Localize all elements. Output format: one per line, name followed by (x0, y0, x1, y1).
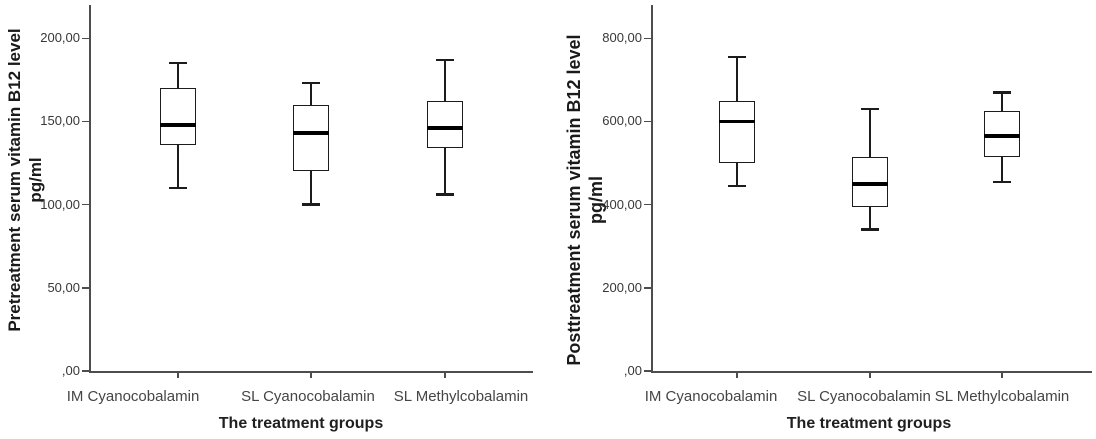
category-label-sl-methylcobalamin: SL Methylcobalamin (934, 388, 1070, 405)
category-label-im-cyanocobalamin: IM Cyanocobalamin (66, 388, 200, 405)
x-axis-line (651, 371, 1092, 373)
whisker-cap-high-im-cyanocobalamin (728, 55, 746, 59)
y-tick-label: 200,00 (602, 279, 642, 295)
whisker-cap-high-sl-cyanocobalamin (302, 81, 320, 85)
y-tick-label: 200,00 (40, 30, 80, 46)
y-axis-line (89, 5, 91, 373)
x-tick-mark (869, 372, 871, 378)
y-tick-label: 400,00 (602, 196, 642, 212)
median-im-cyanocobalamin (160, 123, 196, 127)
median-sl-cyanocobalamin (852, 182, 888, 186)
y-tick-label: 50,00 (47, 279, 80, 295)
median-sl-methylcobalamin (427, 126, 463, 130)
box-sl-cyanocobalamin (293, 104, 329, 172)
y-tick-mark (644, 287, 651, 289)
median-sl-methylcobalamin (984, 134, 1020, 138)
y-tick-mark (82, 37, 89, 40)
x-axis-title-pretreatment: The treatment groups (218, 415, 384, 432)
posttreatment-plot-area: ,00 200,00 400,00 600,00 800,00 IM Cyanocobal… (556, 0, 1096, 439)
x-axis-title-posttreatment: The treatment groups (786, 415, 952, 432)
whisker-cap-low-sl-cyanocobalamin (861, 228, 879, 231)
y-tick-label: ,00 (61, 363, 80, 378)
y-tick-mark (644, 37, 651, 40)
whisker-cap-high-sl-methylcobalamin (436, 58, 454, 62)
x-tick-mark (1001, 372, 1003, 378)
x-tick-mark (444, 372, 446, 378)
x-axis-line (89, 371, 533, 373)
y-tick-mark (82, 370, 89, 372)
pretreatment-plot-area: ,00 50,00 100,00 150,00 200,00 IM Cyanocobala… (40, 5, 533, 405)
y-tick-label: 100,00 (40, 196, 80, 212)
y-tick-mark (644, 203, 651, 206)
median-sl-cyanocobalamin (293, 131, 329, 135)
category-label-sl-cyanocobalamin: SL Cyanocobalamin (797, 388, 931, 405)
y-tick-mark (644, 120, 651, 123)
x-tick-mark (736, 372, 738, 378)
whisker-cap-high-sl-methylcobalamin (993, 91, 1011, 94)
box-sl-cyanocobalamin (852, 156, 888, 207)
whisker-cap-low-im-cyanocobalamin (169, 186, 187, 190)
category-label-sl-methylcobalamin: SL Methylcobalamin (393, 388, 529, 405)
whisker-cap-high-sl-cyanocobalamin (861, 107, 879, 111)
median-im-cyanocobalamin (719, 119, 755, 124)
y-tick-label: 150,00 (40, 113, 80, 129)
category-label-sl-cyanocobalamin: SL Cyanocobalamin (241, 388, 375, 405)
box-sl-methylcobalamin (427, 101, 463, 149)
y-tick-label: 600,00 (602, 113, 642, 129)
whisker-cap-low-sl-cyanocobalamin (302, 203, 320, 206)
y-tick-mark (82, 287, 89, 289)
y-axis-line (651, 5, 653, 373)
y-tick-label: 800,00 (602, 30, 642, 46)
whisker-cap-low-sl-methylcobalamin (993, 180, 1011, 183)
whisker-cap-high-im-cyanocobalamin (169, 61, 187, 65)
box-im-cyanocobalamin (719, 100, 755, 164)
box-sl-methylcobalamin (984, 111, 1020, 157)
box-im-cyanocobalamin (160, 88, 196, 145)
y-tick-mark (82, 203, 89, 206)
whisker-cap-low-im-cyanocobalamin (728, 184, 746, 188)
y-tick-mark (82, 120, 89, 123)
x-tick-mark (177, 372, 179, 378)
y-tick-mark (644, 370, 651, 372)
category-label-im-cyanocobalamin: IM Cyanocobalamin (644, 388, 778, 405)
posttreatment-chart: Posttreatment serum vitamin B12 level pg… (556, 0, 1096, 439)
whisker-cap-low-sl-methylcobalamin (436, 193, 454, 196)
x-tick-mark (310, 372, 312, 378)
y-tick-label: ,00 (623, 363, 642, 378)
pretreatment-chart: Pretreatment serum vitamin B12 level pg/… (5, 5, 533, 432)
